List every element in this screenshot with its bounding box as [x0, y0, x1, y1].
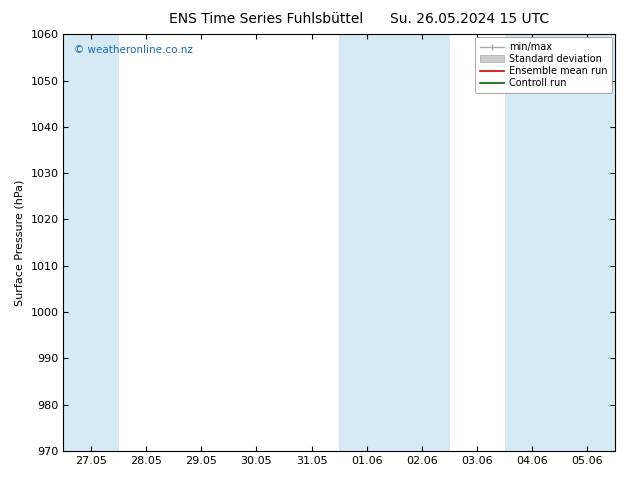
Y-axis label: Surface Pressure (hPa): Surface Pressure (hPa)	[15, 179, 25, 306]
Bar	[505, 34, 615, 451]
Text: © weatheronline.co.nz: © weatheronline.co.nz	[74, 45, 193, 55]
Bar	[339, 34, 450, 451]
Bar	[63, 34, 119, 451]
Text: ENS Time Series Fuhlsbüttel: ENS Time Series Fuhlsbüttel	[169, 12, 363, 26]
Legend: min/max, Standard deviation, Ensemble mean run, Controll run: min/max, Standard deviation, Ensemble me…	[475, 37, 612, 93]
Text: Su. 26.05.2024 15 UTC: Su. 26.05.2024 15 UTC	[390, 12, 548, 26]
